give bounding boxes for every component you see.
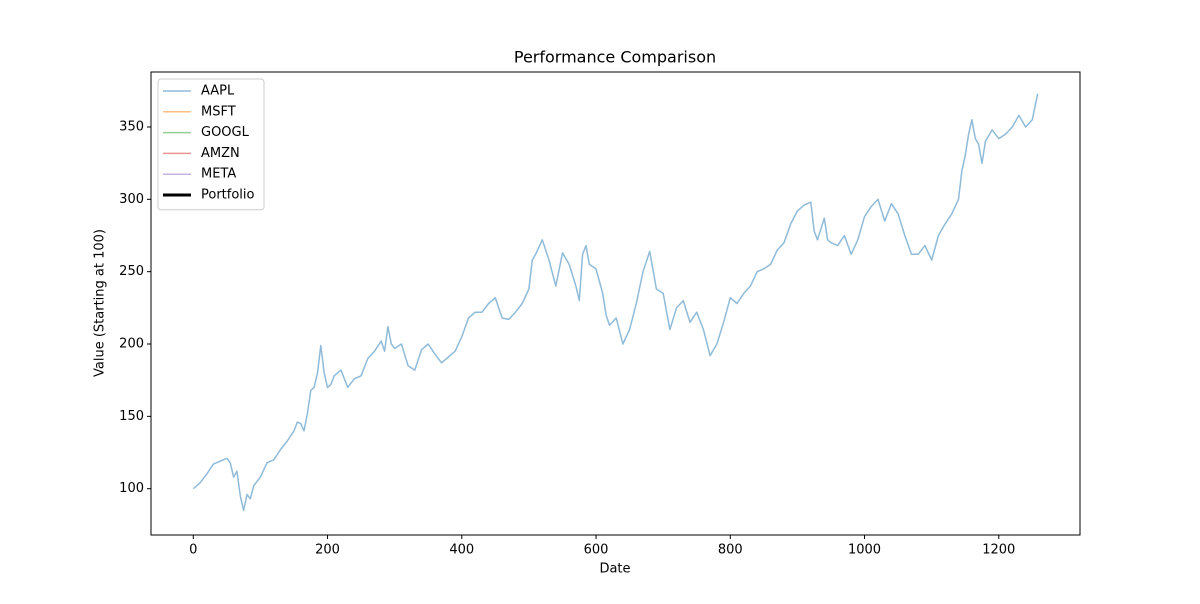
y-tick-label: 300 [119, 192, 144, 207]
legend-label: GOOGL [201, 125, 250, 140]
legend-label: AMZN [201, 146, 240, 161]
x-tick-label: 600 [584, 543, 609, 558]
plot-frame [150, 71, 1081, 536]
y-tick-label: 150 [119, 409, 144, 424]
x-tick-label: 800 [718, 543, 743, 558]
x-axis-label: Date [599, 562, 630, 577]
y-tick-label: 350 [119, 119, 144, 134]
y-axis-label: Value (Starting at 100) [93, 229, 108, 377]
series-line [192, 93, 1039, 512]
y-tick-label: 250 [119, 264, 144, 279]
x-tick-label: 400 [449, 543, 474, 558]
x-tick-label: 200 [315, 543, 340, 558]
y-tick-label: 200 [119, 337, 144, 352]
chart-title: Performance Comparison [514, 48, 716, 67]
x-tick-label: 0 [189, 543, 197, 558]
legend-label: Portfolio [201, 188, 255, 203]
legend-label: AAPL [201, 84, 235, 99]
legend-label: META [201, 167, 236, 182]
legend-label: MSFT [201, 104, 236, 119]
x-tick-label: 1000 [848, 543, 881, 558]
y-tick-label: 100 [119, 481, 144, 496]
x-tick-label: 1200 [982, 543, 1015, 558]
